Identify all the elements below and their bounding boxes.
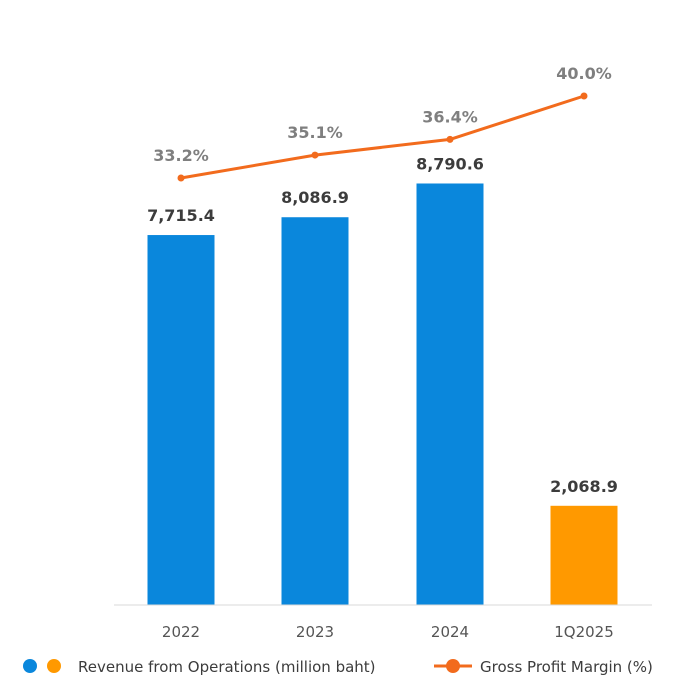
margin-value-label: 40.0% <box>556 64 612 83</box>
margin-point <box>177 174 185 182</box>
margin-point <box>446 135 454 143</box>
legend: Revenue from Operations (million baht) G… <box>23 658 653 676</box>
bar-value-label: 2,068.9 <box>550 477 618 496</box>
x-tick-label: 2024 <box>431 623 469 641</box>
x-tick-label: 2022 <box>162 623 200 641</box>
bar-2024 <box>416 183 484 605</box>
margin-point <box>580 92 588 100</box>
legend-line-marker-dot <box>446 659 460 673</box>
bar-value-label: 7,715.4 <box>147 206 215 225</box>
margin-line <box>179 94 586 180</box>
bar-1Q2025 <box>550 505 618 605</box>
margin-line-layer <box>177 92 588 182</box>
legend-bar-marker-orange <box>47 659 61 673</box>
bar-value-label: 8,086.9 <box>281 188 349 207</box>
bar-2023 <box>281 217 349 605</box>
legend-bar-marker-blue <box>23 659 37 673</box>
margin-labels-layer: 33.2% 35.1% 36.4% 40.0% <box>153 64 612 165</box>
bar-labels-layer: 7,715.4 8,086.9 8,790.6 2,068.9 <box>147 154 618 495</box>
x-tick-label: 1Q2025 <box>554 623 614 641</box>
bars-layer <box>147 183 618 605</box>
bar-value-label: 8,790.6 <box>416 154 484 173</box>
margin-point <box>311 151 319 159</box>
x-tick-labels: 2022 2023 2024 1Q2025 <box>162 623 614 641</box>
margin-value-label: 33.2% <box>153 146 209 165</box>
legend-line-label: Gross Profit Margin (%) <box>480 658 653 676</box>
margin-value-label: 36.4% <box>422 107 478 126</box>
bar-2022 <box>147 235 215 605</box>
margin-value-label: 35.1% <box>287 123 343 142</box>
legend-bar-label: Revenue from Operations (million baht) <box>78 658 376 676</box>
x-tick-label: 2023 <box>296 623 334 641</box>
